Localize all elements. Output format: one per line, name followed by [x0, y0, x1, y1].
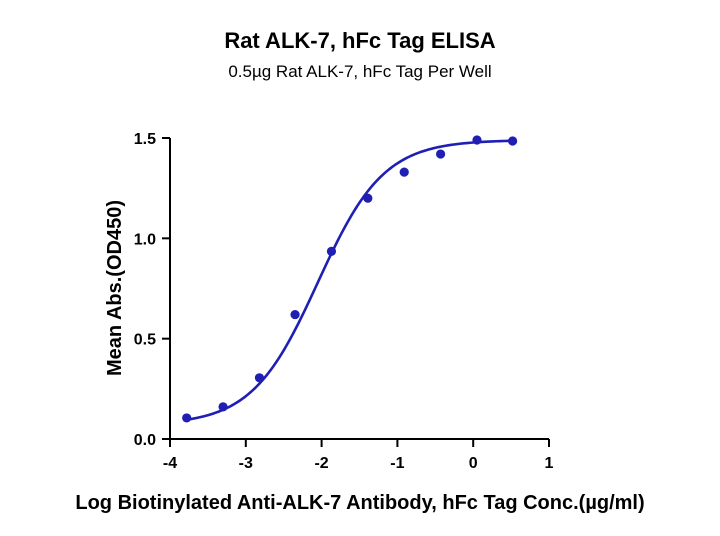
- x-tick-label: -3: [239, 455, 253, 472]
- y-tick-label: 0.0: [134, 432, 156, 449]
- data-point: [254, 373, 265, 383]
- data-points: [182, 135, 518, 423]
- x-tick-label: -1: [390, 455, 404, 472]
- y-ticks: 0.0 0.5 1.0 1.5: [134, 131, 170, 449]
- chart-title: Rat ALK-7, hFc Tag ELISA: [224, 28, 495, 53]
- y-tick-label: 1.5: [134, 131, 156, 148]
- fit-curve: [186, 139, 513, 422]
- data-point: [218, 402, 228, 412]
- data-point: [182, 413, 192, 423]
- y-tick-label: 0.5: [134, 332, 156, 349]
- x-tick-label: 0: [469, 455, 478, 472]
- data-point: [363, 193, 373, 203]
- y-tick-label: 1.0: [134, 231, 156, 248]
- axes: [169, 138, 549, 440]
- data-point: [326, 246, 337, 256]
- x-tick-label: -4: [163, 455, 177, 472]
- data-point: [290, 309, 300, 320]
- data-point: [399, 167, 409, 177]
- x-ticks: -4 -3 -2 -1 0 1: [163, 439, 554, 472]
- data-point: [508, 136, 518, 146]
- x-tick-label: 1: [545, 455, 554, 472]
- x-axis-label: Log Biotinylated Anti-ALK-7 Antibody, hF…: [75, 492, 644, 514]
- y-axis-label: Mean Abs.(OD450): [104, 200, 126, 376]
- data-point: [436, 149, 446, 159]
- data-point: [472, 135, 482, 145]
- chart-subtitle: 0.5µg Rat ALK-7, hFc Tag Per Well: [228, 62, 491, 81]
- x-tick-label: -2: [314, 455, 328, 472]
